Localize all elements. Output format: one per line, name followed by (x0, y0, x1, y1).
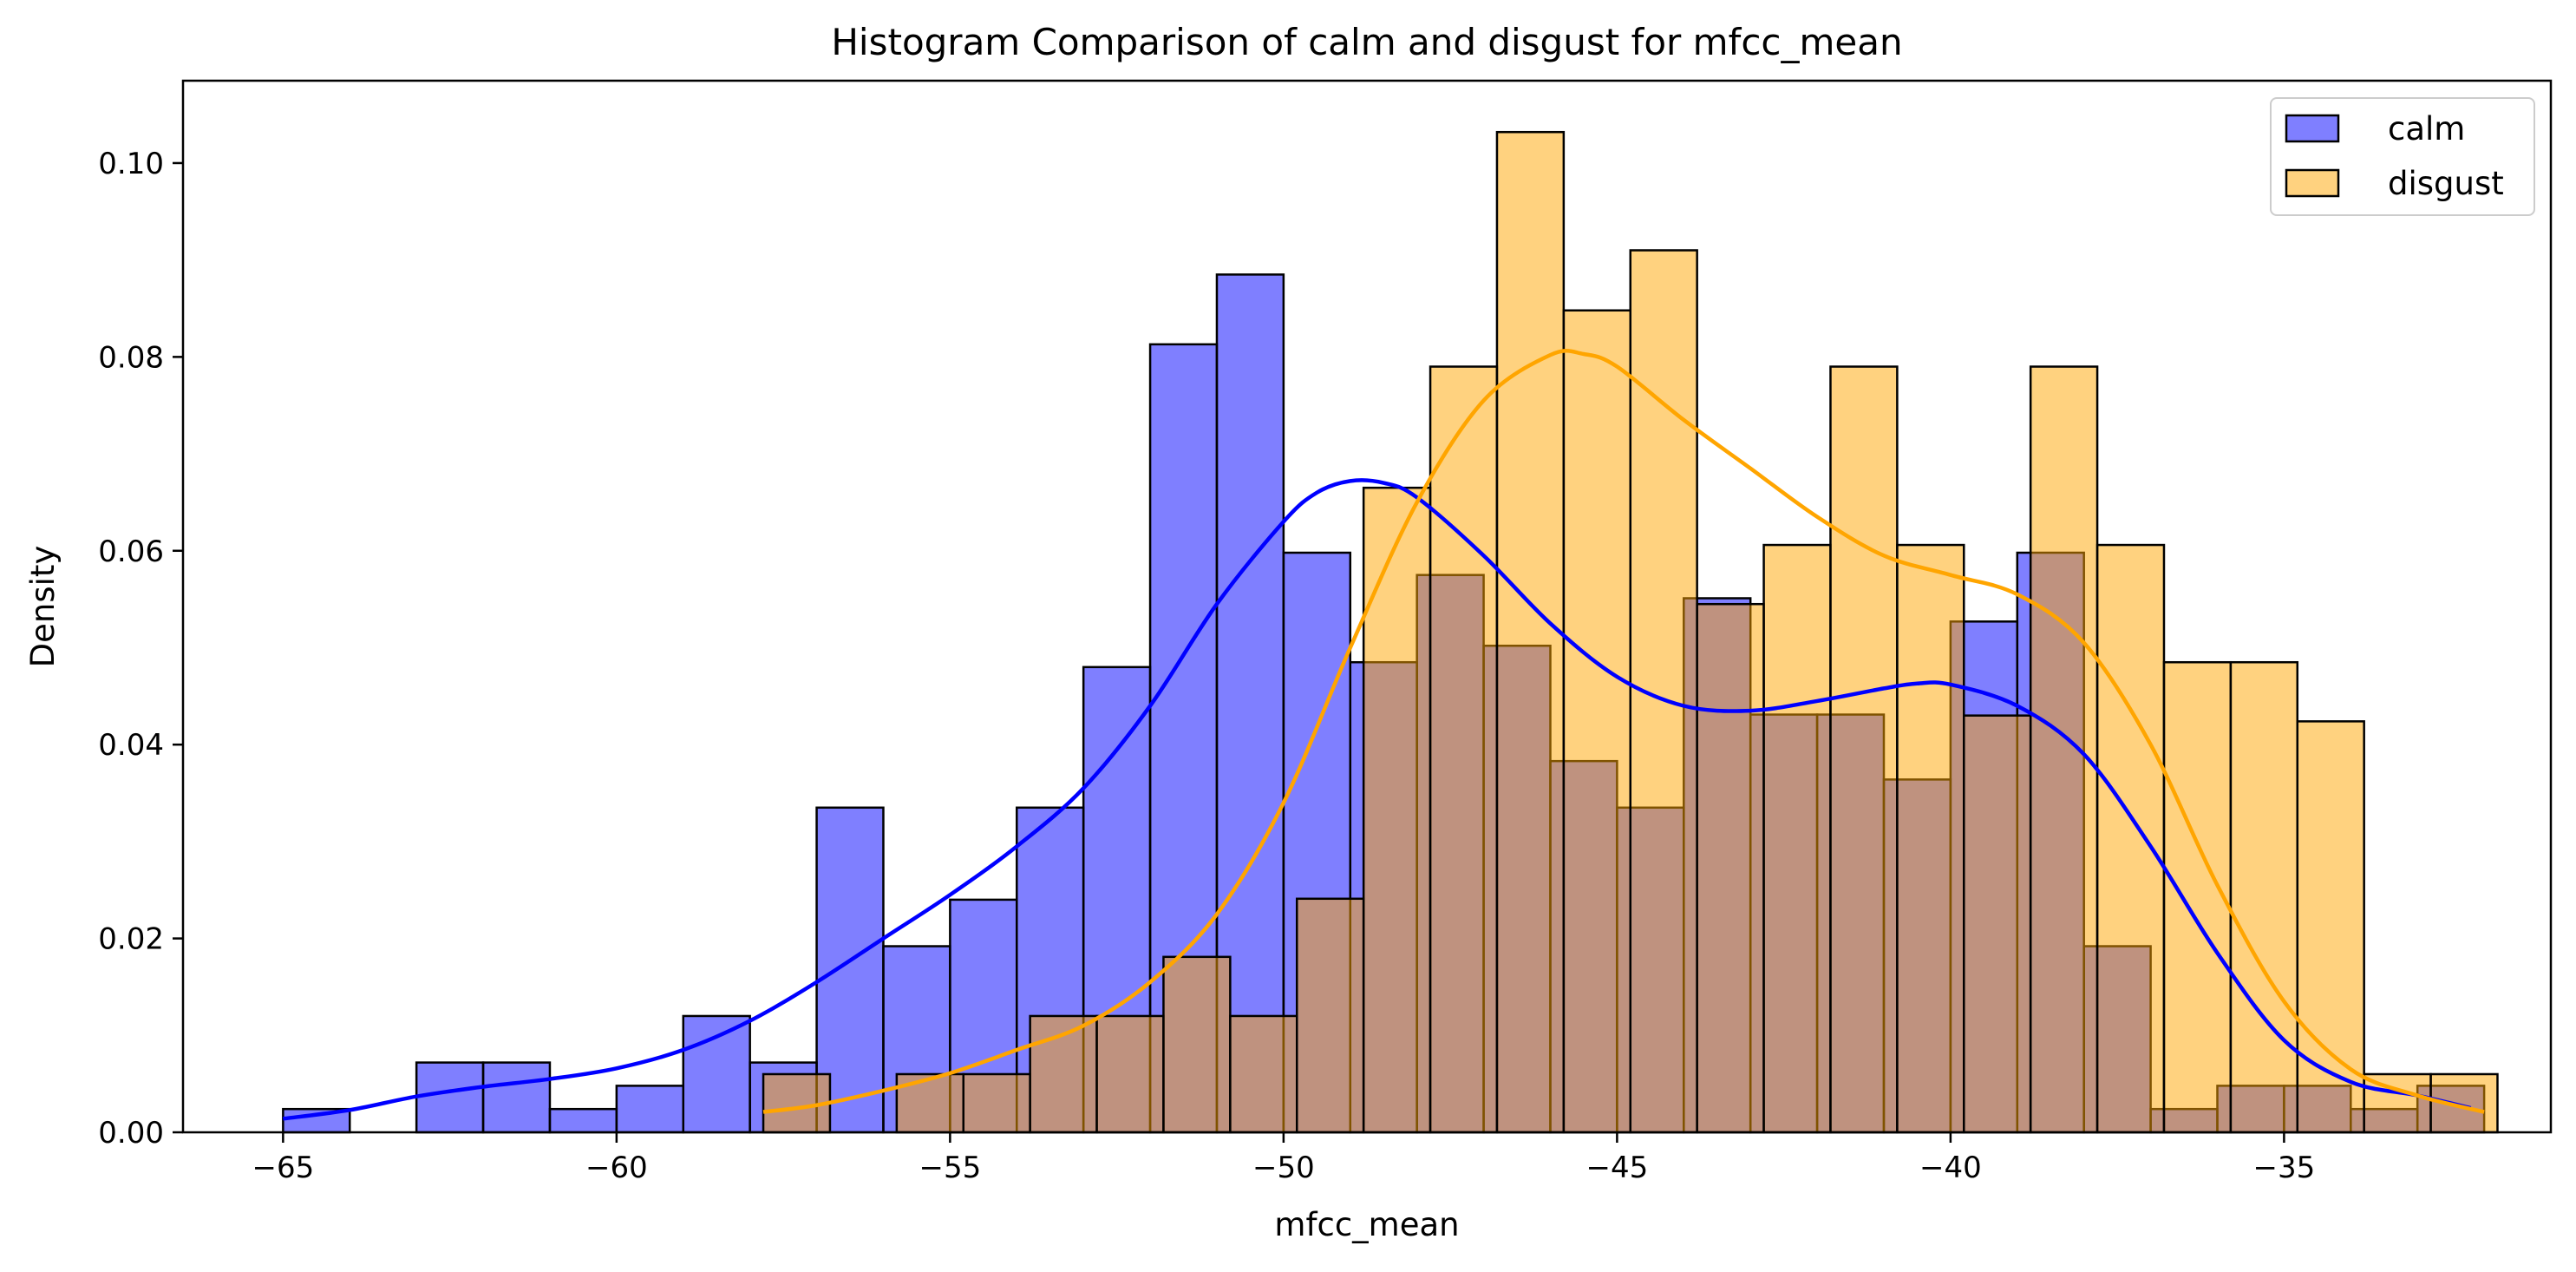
y-tick-label: 0.10 (98, 147, 164, 181)
x-tick-label: −35 (2253, 1151, 2316, 1185)
plot-area (282, 130, 2499, 1134)
bar-disgust (2229, 660, 2299, 1134)
y-tick-label: 0.00 (98, 1116, 164, 1151)
y-tick-label: 0.04 (98, 728, 164, 763)
bar-disgust (2162, 660, 2233, 1134)
bar-disgust (962, 1072, 1031, 1134)
kde-line-disgust (762, 349, 2485, 1114)
x-axis: −65 −60 −55 −50 −45 −40 −35 (252, 1132, 2315, 1185)
bar-disgust (1963, 714, 2032, 1134)
x-axis-label: mfcc_mean (1274, 1206, 1459, 1243)
bar-disgust (1762, 543, 1832, 1134)
bar-disgust (2029, 365, 2099, 1134)
x-tick-label: −55 (919, 1151, 981, 1185)
x-tick-label: −50 (1252, 1151, 1315, 1185)
x-tick-label: −65 (252, 1151, 314, 1185)
y-axis-label: Density (24, 546, 62, 668)
bar-disgust (1362, 486, 1432, 1134)
bar-disgust (1429, 365, 1499, 1134)
bar-calm (548, 1107, 618, 1134)
bar-disgust (1229, 1014, 1298, 1134)
bar-calm (481, 1061, 552, 1134)
bar-disgust (1562, 309, 1632, 1134)
y-axis: 0.00 0.02 0.04 0.06 0.08 0.10 (98, 147, 183, 1151)
bar-disgust (1495, 130, 1566, 1134)
bar-disgust (895, 1072, 964, 1134)
bar-disgust (2296, 720, 2365, 1134)
bar-disgust (1696, 602, 1765, 1134)
bar-calm (415, 1061, 485, 1134)
bar-disgust (1296, 897, 1365, 1134)
x-tick-label: −45 (1585, 1151, 1648, 1185)
legend-label-disgust: disgust (2388, 165, 2504, 202)
y-tick-label: 0.06 (98, 534, 164, 569)
bar-disgust (1095, 1014, 1165, 1134)
bars-disgust (762, 130, 2499, 1134)
legend-swatch-disgust (2285, 168, 2340, 198)
kde-line-calm (283, 478, 2472, 1121)
bar-calm (615, 1085, 685, 1134)
y-tick-label: 0.02 (98, 922, 164, 957)
y-tick-label: 0.08 (98, 340, 164, 375)
bar-disgust (1829, 365, 1899, 1134)
chart-title: Histogram Comparison of calm and disgust… (831, 21, 1902, 63)
bar-disgust (1896, 543, 1965, 1134)
bar-calm (682, 1014, 751, 1134)
plot-frame (181, 79, 2553, 1134)
legend: calm disgust (2270, 97, 2535, 216)
x-tick-label: −40 (1919, 1151, 1982, 1185)
legend-swatch-calm (2285, 114, 2340, 143)
bar-disgust (1162, 955, 1232, 1134)
legend-label-calm: calm (2388, 110, 2465, 148)
x-tick-label: −60 (585, 1151, 648, 1185)
bar-disgust (2095, 543, 2166, 1134)
